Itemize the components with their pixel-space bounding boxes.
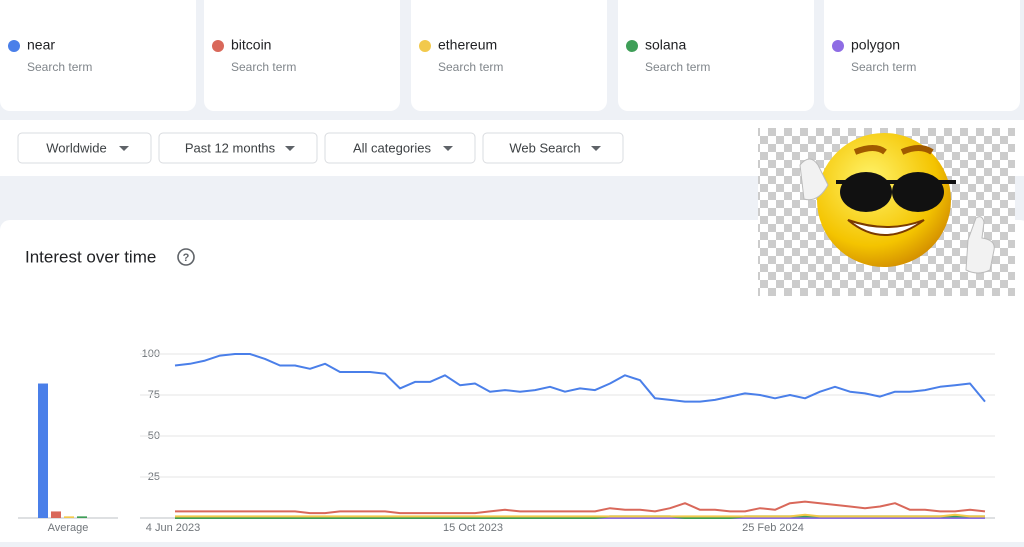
average-bar [51,511,61,518]
search-term-card[interactable] [0,0,196,111]
search-term-card[interactable] [824,0,1020,111]
x-tick-label: 4 Jun 2023 [146,522,200,534]
search-term-card[interactable] [618,0,814,111]
term-dot [626,40,638,52]
dropdown-arrow[interactable] [443,146,453,151]
term-hint: Search term [231,60,296,74]
series-line [175,513,985,518]
series-line [174,353,986,403]
term-name: near [27,37,55,53]
filter-dropdown[interactable] [158,132,318,164]
average-bar [38,383,48,518]
term-name: polygon [851,37,900,53]
x-tick-label: 15 Oct 2023 [443,522,503,534]
filter-dropdown[interactable] [482,132,624,164]
term-dot [8,40,20,52]
term-hint: Search term [645,60,710,74]
search-term-card[interactable] [411,0,607,111]
term-name: ethereum [438,37,497,53]
average-bar [77,516,87,518]
term-name: solana [645,37,686,53]
sticker [758,128,1015,296]
term-hint: Search term [851,60,916,74]
term-name: bitcoin [231,37,271,53]
term-dot [212,40,224,52]
filter-label[interactable]: All categories [353,140,432,155]
dropdown-arrow[interactable] [591,146,601,151]
term-hint: Search term [27,60,92,74]
term-dot [419,40,431,52]
average-bar [64,516,74,518]
filter-label[interactable]: Web Search [509,140,580,155]
series-line [175,500,986,515]
help-glyph[interactable]: ? [183,252,190,264]
filter-label[interactable]: Past 12 months [185,140,276,155]
help-icon[interactable] [177,248,195,266]
dropdown-arrow[interactable] [285,146,295,151]
dropdown-arrow[interactable] [119,146,129,151]
filter-dropdown[interactable] [17,132,152,164]
chart-title: Interest over time [25,247,156,266]
x-tick-label: 25 Feb 2024 [742,522,804,534]
filter-label[interactable]: Worldwide [46,140,106,155]
term-hint: Search term [438,60,503,74]
average-label: Average [48,522,89,534]
filter-dropdown[interactable] [324,132,476,164]
search-term-card[interactable] [204,0,400,111]
term-dot [832,40,844,52]
chart-card [0,220,1024,547]
